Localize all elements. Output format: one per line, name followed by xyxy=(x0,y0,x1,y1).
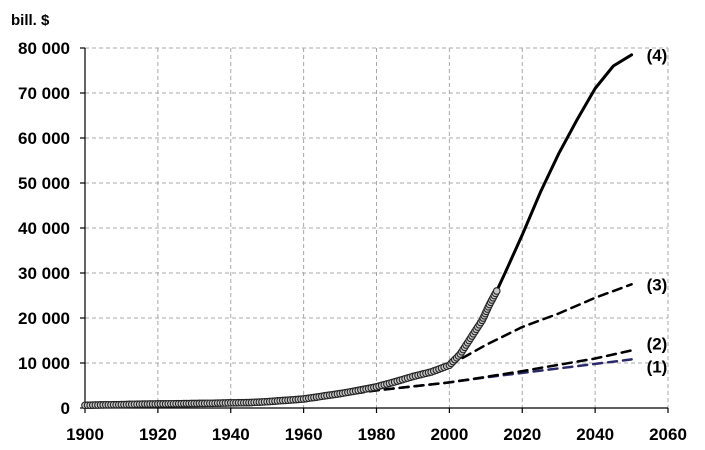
x-tick-label: 2020 xyxy=(503,425,541,444)
y-tick-label: 10 000 xyxy=(18,354,70,373)
series-label-4: (4) xyxy=(647,46,668,65)
observed-point xyxy=(492,287,501,295)
y-tick-label: 40 000 xyxy=(18,219,70,238)
y-tick-label: 0 xyxy=(61,399,70,418)
grid xyxy=(85,47,669,408)
x-tick-label: 1980 xyxy=(358,425,396,444)
y-axis-unit-label: bill. $ xyxy=(11,12,50,29)
x-tick-label: 2060 xyxy=(649,425,687,444)
series-line-2 xyxy=(338,349,633,397)
y-tick-label: 50 000 xyxy=(18,174,70,193)
y-axis-ticks: 0 10 000 20 000 30 000 40 000 50 000 60 000 70 … xyxy=(18,39,85,418)
x-tick-label: 2000 xyxy=(430,425,468,444)
x-tick-label: 2040 xyxy=(576,425,614,444)
x-tick-label: 1940 xyxy=(212,425,250,444)
y-tick-label: 60 000 xyxy=(18,129,70,148)
y-tick-label: 30 000 xyxy=(18,264,70,283)
x-tick-label: 1900 xyxy=(66,425,104,444)
y-tick-label: 20 000 xyxy=(18,309,70,328)
y-tick-label: 80 000 xyxy=(18,39,70,58)
series-line-4 xyxy=(447,53,634,367)
series-label-3: (3) xyxy=(647,275,668,294)
series-labels: (1) (2) (3) (4) xyxy=(647,46,668,377)
y-tick-label: 70 000 xyxy=(18,84,70,103)
series-label-1: (1) xyxy=(647,357,668,376)
observed-points xyxy=(81,287,501,410)
series-line-3 xyxy=(448,283,633,367)
x-tick-label: 1920 xyxy=(139,425,177,444)
x-axis-ticks: 1900 1920 1940 1960 1980 2000 2020 2040 2060 xyxy=(66,408,687,444)
series-lines xyxy=(338,53,634,397)
series-label-2: (2) xyxy=(647,334,668,353)
x-tick-label: 1960 xyxy=(285,425,323,444)
